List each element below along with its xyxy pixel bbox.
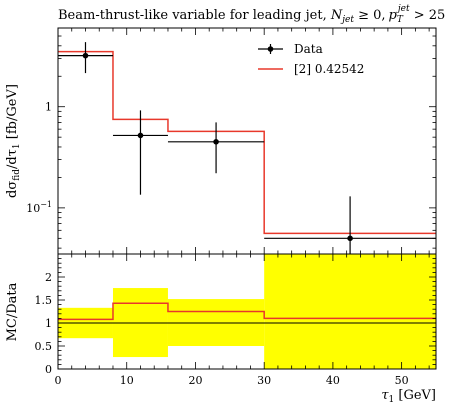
ratio-plot: 00.511.520 10 20 30 40 50 xyxy=(35,253,437,387)
data-point-1 xyxy=(137,132,144,139)
ratio-plot-frame xyxy=(57,253,437,370)
ratio-y-tick-label-0: 0 xyxy=(45,363,52,376)
x-tick-label-1: 10 xyxy=(120,374,134,387)
uncertainty-band-3 xyxy=(264,254,436,369)
x-tick-label-3: 30 xyxy=(257,374,271,387)
data-point-3 xyxy=(347,235,353,242)
x-tick-label-5: 50 xyxy=(395,374,409,387)
main-plot-frame xyxy=(57,27,437,255)
legend-mc-label: [2] 0.42542 xyxy=(294,62,364,76)
x-tick-label-4: 40 xyxy=(326,374,340,387)
data-point-2 xyxy=(213,138,219,145)
ratio-y-tick-label-4: 2 xyxy=(45,271,52,284)
x-axis-label: τ1 [GeV] xyxy=(381,388,436,405)
legend-data-marker xyxy=(267,46,274,52)
tick-exp: −1 xyxy=(40,200,52,209)
main-y-tick-label-0: 10−1 xyxy=(26,200,52,215)
chart-title: Beam-thrust-like variable for leading je… xyxy=(58,4,450,25)
ratio-y-tick-label-2: 1 xyxy=(45,317,52,330)
ratio-y-tick-label-1: 0.5 xyxy=(35,340,53,353)
legend-data-label: Data xyxy=(294,42,323,56)
main-plot: 10−1 1 xyxy=(26,27,437,279)
x-tick-label-0: 0 xyxy=(55,374,62,387)
x-tick-label-2: 20 xyxy=(188,374,202,387)
main-y-axis-label: dσfid/dτ1 [fb/GeV] xyxy=(5,84,22,198)
ratio-y-axis-label: MC/Data xyxy=(5,282,20,341)
data-point-0 xyxy=(82,52,89,59)
ratio-mc-step-line xyxy=(58,302,436,321)
mc-step-line xyxy=(58,50,436,235)
main-y-tick-label-1: 1 xyxy=(45,101,52,114)
tick-base: 10 xyxy=(26,202,40,215)
legend: Data [2] 0.42542 xyxy=(258,42,364,76)
ratio-y-tick-label-3: 1.5 xyxy=(35,294,53,307)
